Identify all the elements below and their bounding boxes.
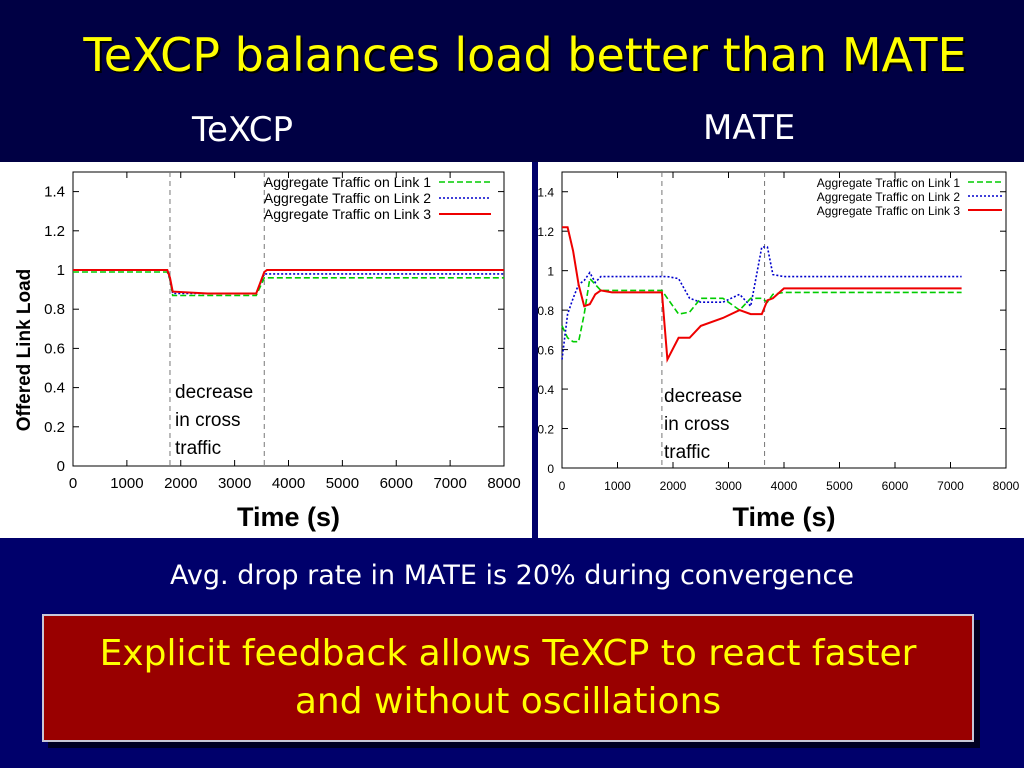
x-tick-label: 7000 [937, 479, 964, 493]
texcp-chart: 0 0.2 0.4 0.6 0.8 1 1.2 1.4 0 1000 2000 3000 4000 500… [44, 171, 521, 532]
y-tick-label: 0.4 [44, 380, 65, 397]
ylabel-strip [0, 162, 38, 538]
x-tick-label: 2000 [164, 475, 197, 492]
x-tick-label: 4000 [272, 475, 305, 492]
x-tick-label: 0 [559, 479, 566, 493]
x-tick-label: 1000 [110, 475, 143, 492]
series-line-link3 [562, 226, 962, 364]
y-tick-label: 1 [57, 262, 65, 279]
callout-box: Explicit feedback allows TeXCP to react … [42, 614, 974, 742]
y-tick-label: 0.6 [538, 344, 554, 358]
title-band [0, 0, 1024, 162]
x-tick-label: 0 [69, 475, 77, 492]
x-tick-label: 8000 [993, 479, 1020, 493]
slide-title: TeXCP balances load better than MATE [83, 28, 967, 82]
x-tick-label: 5000 [826, 479, 853, 493]
annotation-text: traffic [664, 442, 710, 463]
y-tick-label: 0 [57, 458, 65, 475]
x-axis-label: Time (s) [237, 502, 340, 532]
series-line-link2 [73, 269, 504, 295]
y-tick-label: 1 [547, 265, 554, 279]
annotation-text: in cross [664, 414, 729, 435]
ylabel-svg: Offered Link Load [14, 269, 35, 432]
y-tick-label: 1.2 [538, 225, 554, 239]
x-tick-label: 6000 [380, 475, 413, 492]
x-tick-label: 1000 [604, 479, 631, 493]
legend-label-link3: Aggregate Traffic on Link 3 [264, 206, 431, 222]
x-tick-label: 8000 [487, 475, 520, 492]
annotation-text: in cross [175, 410, 240, 431]
legend-label-link1: Aggregate Traffic on Link 1 [264, 174, 431, 190]
legend-label-link2: Aggregate Traffic on Link 2 [817, 190, 961, 204]
series-line-link3 [73, 269, 504, 295]
x-tick-label: 3000 [218, 475, 251, 492]
annotation-text: decrease [175, 382, 253, 403]
y-tick-label: 1.2 [44, 223, 65, 240]
x-tick-label: 5000 [326, 475, 359, 492]
y-tick-label: 0.4 [538, 383, 554, 397]
legend-label-link2: Aggregate Traffic on Link 2 [264, 190, 431, 206]
legend-label-link3: Aggregate Traffic on Link 3 [817, 204, 961, 218]
y-tick-label: 1.4 [538, 186, 554, 200]
mate-chart-panel: 0 0.2 0.4 0.6 0.8 1 1.2 1.4 0 1000 2000 3000 4000 500… [538, 162, 1024, 538]
y-tick-label: 0.8 [44, 301, 65, 318]
series-line-link1 [73, 271, 504, 297]
y-tick-label: 0.8 [538, 304, 554, 318]
chart-title-texcp: TeXCP [192, 110, 293, 150]
x-tick-label: 2000 [660, 479, 687, 493]
x-tick-label: 3000 [715, 479, 742, 493]
y-tick-label: 0 [547, 462, 554, 476]
x-tick-label: 6000 [882, 479, 909, 493]
y-axis-label: Offered Link Load [14, 269, 35, 432]
x-tick-label: 7000 [433, 475, 466, 492]
annotation-text: decrease [664, 386, 742, 407]
legend-label-link1: Aggregate Traffic on Link 1 [817, 176, 961, 190]
texcp-chart-panel: 0 0.2 0.4 0.6 0.8 1 1.2 1.4 0 1000 2000 3000 4000 500… [38, 162, 532, 538]
y-tick-label: 0.2 [538, 423, 554, 437]
y-tick-label: 0.6 [44, 340, 65, 357]
callout-text: Explicit feedback allows TeXCP to react … [99, 633, 917, 722]
series-line-link1 [561, 276, 962, 343]
mate-chart: 0 0.2 0.4 0.6 0.8 1 1.2 1.4 0 1000 2000 3000 4000 500… [538, 171, 1020, 532]
annotation-text: traffic [175, 438, 221, 459]
x-axis-label: Time (s) [732, 502, 835, 532]
chart-title-mate: MATE [703, 108, 796, 148]
y-tick-label: 1.4 [44, 184, 65, 201]
caption: Avg. drop rate in MATE is 20% during con… [170, 560, 854, 591]
y-tick-label: 0.2 [44, 419, 65, 436]
x-tick-label: 4000 [771, 479, 798, 493]
series-line-link2 [561, 246, 962, 360]
